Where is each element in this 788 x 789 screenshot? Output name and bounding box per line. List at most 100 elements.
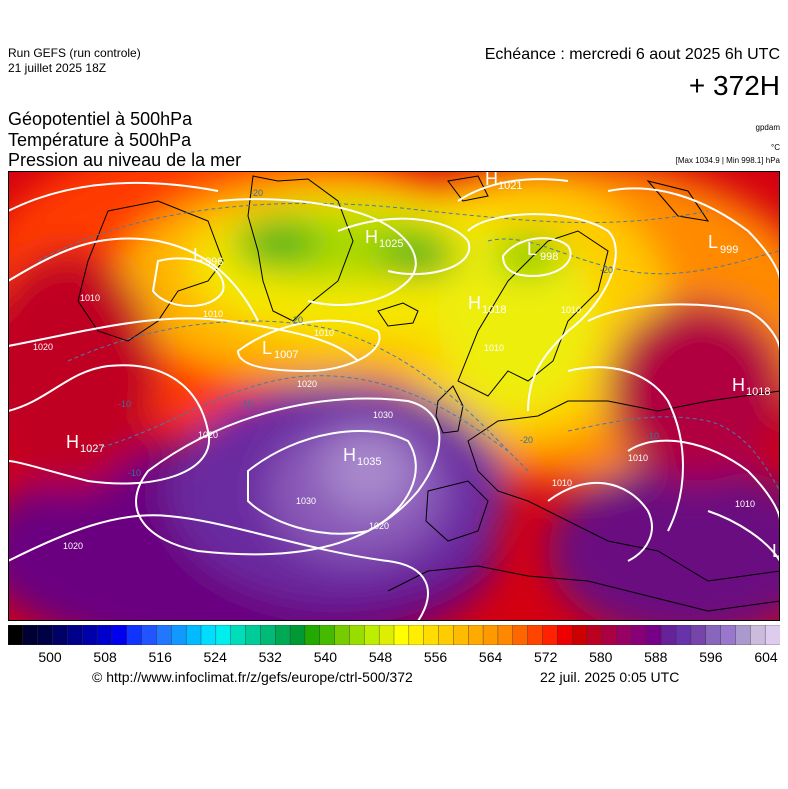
colorbar-swatch [705,625,722,645]
colorbar-swatch [482,625,499,645]
colorbar-swatch [750,625,766,645]
unit-geopotential: gpdam [755,123,780,132]
isobar-label: 1010 [484,343,504,353]
isobar [627,439,780,522]
map-frame [8,171,780,621]
pressure-center-value: 1018 [482,304,506,316]
generation-timestamp: 22 juil. 2025 0:05 UTC [540,669,680,685]
pressure-centers: H 1021 H 1025 L 998 L 999 H 1018 H 1018 … [66,171,780,561]
colorbar-swatch [96,625,113,645]
isobar-label: 1030 [296,496,316,506]
colorbar-swatch [8,625,24,645]
pressure-center-letter: H [343,445,356,465]
colorbar-swatch [764,625,780,645]
colorbar-tick-label: 532 [259,649,283,665]
run-name: Run GEFS (run controle) [8,46,141,60]
isobar-label: 1020 [63,541,83,551]
isobar [8,317,359,362]
pressure-center-letter: L [527,239,537,259]
colorbar-swatch [497,625,514,645]
isobar [8,237,259,322]
colorbar-swatch [260,625,276,645]
isobar [567,366,684,532]
isobar [501,237,572,278]
colorbar-tick-label: 564 [479,649,503,665]
pressure-center-value: 1027 [80,443,104,455]
isobar-labels: 1010 1010 1020 1010 1020 1020 1030 1030 … [33,293,755,551]
pressure-center-value: 1021 [498,180,522,192]
colorbar-swatch [661,625,677,645]
pressure-max-min: [Max 1034.9 | Min 998.1] hPa [675,156,780,165]
colorbar-tick-label: 556 [424,649,448,665]
isobar-label: 1010 [552,478,572,488]
temperature-label: -10 [118,399,131,409]
colorbar-swatch [275,625,291,645]
isobar-label: 1010 [80,293,100,303]
colorbar-swatch [646,625,662,645]
colorbar-swatch [304,625,321,645]
isobar-label: 1020 [369,521,389,531]
temperature-label: -10 [240,399,253,409]
colorbar-swatch [720,625,737,645]
colorbar-swatch [349,625,366,645]
coastline-labrador [77,200,224,342]
colorbar-tick-label: 516 [149,649,173,665]
colorbar-swatch [52,625,69,645]
colorbar-swatch [111,625,128,645]
isobar [457,178,569,202]
temperature-label: -20 [600,265,613,275]
colorbar-tick-label: 604 [754,649,778,665]
colorbar-swatch [289,625,306,645]
isobar-label: 1030 [373,410,393,420]
temperature-label: -20 [250,188,263,198]
colorbar-swatch [230,625,247,645]
forecast-valid-time: Echéance : mercredi 6 aout 2025 6h UTC [484,46,780,63]
colorbar-swatch [631,625,648,645]
pressure-center-value: 999 [720,244,738,256]
parameter-temperature: Température à 500hPa [8,130,192,150]
isobar-label: 1020 [198,430,218,440]
pressure-center-letter: L [772,541,780,561]
colorbar-swatch [67,625,83,645]
colorbar-swatch [616,625,633,645]
parameter-geopotential: Géopotentiel à 500hPa [8,109,193,129]
colorbar-swatch [126,625,143,645]
isotherm [567,416,780,492]
colorbar-swatch [675,625,692,645]
colorbar-tick-label: 572 [534,649,558,665]
isobar-label: 1010 [203,309,223,319]
colorbar-tick-label: 548 [369,649,393,665]
isobar [247,430,417,535]
pressure-center-letter: H [485,171,498,189]
colorbar-swatch [200,625,217,645]
isobar-label: 1010 [735,499,755,509]
isobar [8,514,429,621]
colorbar-swatch [468,625,484,645]
isobar [467,213,617,412]
colorbar-swatch [245,625,262,645]
isobar [236,319,381,373]
source-credit[interactable]: © http://www.infoclimat.fr/z/gefs/europe… [92,669,413,685]
colorbar-swatch [408,625,425,645]
pressure-center-letter: L [193,245,203,265]
colorbar-swatch [185,625,202,645]
colorbar [8,625,780,645]
forecast-map[interactable]: H 1021 H 1025 L 998 L 999 H 1018 H 1018 … [8,171,780,621]
pressure-center-value: 996 [205,256,223,268]
colorbar-swatch [393,625,410,645]
coastline-europe [467,390,780,582]
pressure-center-value: 1035 [357,456,381,468]
coastline-iberia [425,480,489,542]
isobar-label: 1020 [33,342,53,352]
colorbar-ticks: 500 508 516 524 532 540 548 556 564 572 580 588 596 6… [38,649,778,665]
colorbar-swatch [601,625,618,645]
colorbar-swatch [22,625,39,645]
temperature-label: -20 [290,315,303,325]
colorbar-swatch [319,625,336,645]
colorbar-swatch [156,625,173,645]
colorbar-swatch [735,625,752,645]
colorbar-tick-label: 508 [93,649,117,665]
colorbar-swatch [586,625,603,645]
isobar [151,257,225,307]
temperature-label: -20 [520,435,533,445]
